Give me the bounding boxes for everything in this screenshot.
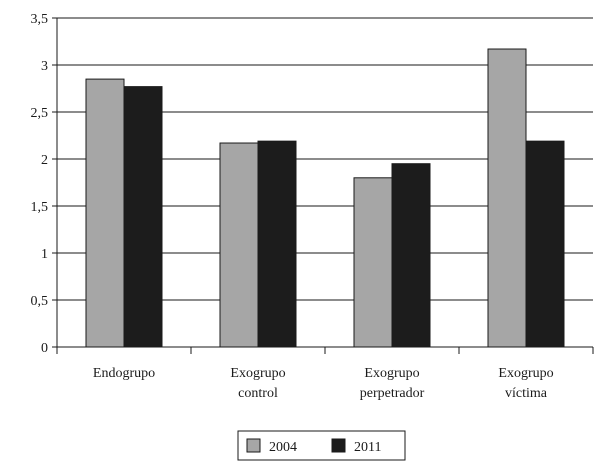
legend-box <box>237 430 406 461</box>
x-tick-label: Endogrupo <box>93 366 155 381</box>
y-tick-label: 1,5 <box>31 200 49 215</box>
bars <box>85 48 565 348</box>
x-tick-labels: Endogrupo Exogrupo control Exogrupo perpetra… <box>93 366 554 401</box>
bar-2004 <box>487 48 527 348</box>
bar-2004 <box>85 78 125 348</box>
bar-2011 <box>525 140 565 348</box>
x-tick-label: perpetrador <box>360 386 425 401</box>
legend-label-2004: 2004 <box>269 440 297 455</box>
y-tick-label: 1 <box>41 247 48 262</box>
legend: 2004 2011 <box>237 430 406 461</box>
y-tick-label: 0 <box>41 341 48 356</box>
y-tick-label: 2,5 <box>31 106 49 121</box>
axes <box>52 17 594 354</box>
bar-2004 <box>219 142 259 348</box>
x-tick-label: Exogrupo <box>364 366 419 381</box>
bar-2011 <box>391 163 431 348</box>
bar-2011 <box>123 86 163 348</box>
x-tick-label: víctima <box>505 386 548 401</box>
x-tick-label: control <box>238 386 278 401</box>
legend-label-2011: 2011 <box>354 440 381 455</box>
x-tick-label: Exogrupo <box>230 366 285 381</box>
y-tick-label: 3 <box>41 59 48 74</box>
y-tick-label: 2 <box>41 153 48 168</box>
y-tick-label: 0,5 <box>31 294 49 309</box>
y-tick-labels: 0 0,5 1 1,5 2 2,5 3 3,5 <box>31 12 49 356</box>
x-tick-label: Exogrupo <box>498 366 553 381</box>
y-tick-label: 3,5 <box>31 12 49 27</box>
bar-2004 <box>353 177 393 348</box>
bar-2011 <box>257 140 297 348</box>
legend-swatch-2004 <box>246 438 261 453</box>
legend-swatch-2011 <box>331 438 346 453</box>
